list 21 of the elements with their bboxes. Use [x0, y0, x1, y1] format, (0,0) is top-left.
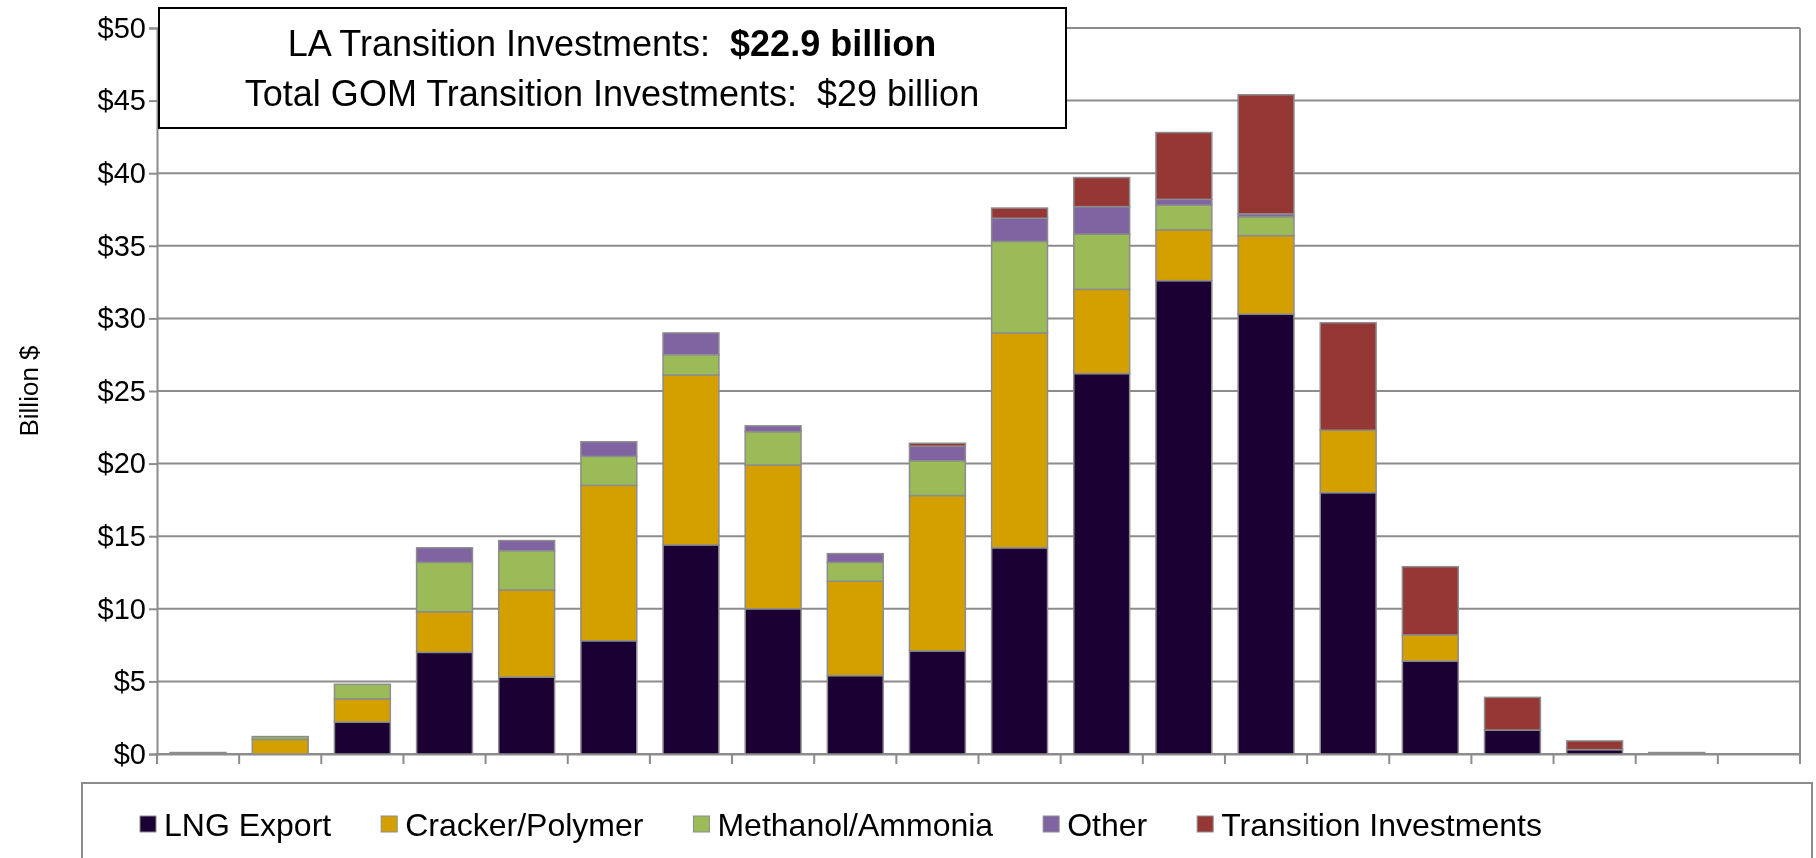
y-tick-label: $20	[97, 447, 146, 480]
y-tick-label: $40	[97, 156, 146, 189]
y-tick-label: $45	[97, 84, 146, 117]
legend-label: Other	[1067, 807, 1148, 843]
y-tick-label: $0	[113, 737, 146, 770]
note-box: LA Transition Investments: $22.9 billion Total GOM Transition Investments: $29 billion	[158, 7, 1067, 129]
legend-label: LNG Export	[164, 807, 332, 843]
y-tick-label: $10	[97, 592, 146, 625]
y-tick-label: $30	[97, 302, 146, 335]
legend-label: Cracker/Polymer	[405, 807, 644, 843]
y-tick-label: $15	[97, 519, 146, 552]
y-axis-title: Billion $	[14, 344, 44, 437]
bar	[1565, 740, 1624, 751]
y-tick-label: $50	[97, 11, 146, 44]
legend-label: Transition Investments	[1221, 807, 1542, 843]
annotation: Total GOM Transition Investments: $29 billion	[244, 73, 980, 114]
legend-label: Methanol/Ammonia	[717, 807, 994, 843]
y-tick-label: $5	[113, 665, 146, 698]
annotation: LA Transition Investments: $22.9 billion	[287, 23, 937, 64]
y-tick-label: $25	[97, 374, 146, 407]
y-tick-label: $35	[97, 229, 146, 262]
